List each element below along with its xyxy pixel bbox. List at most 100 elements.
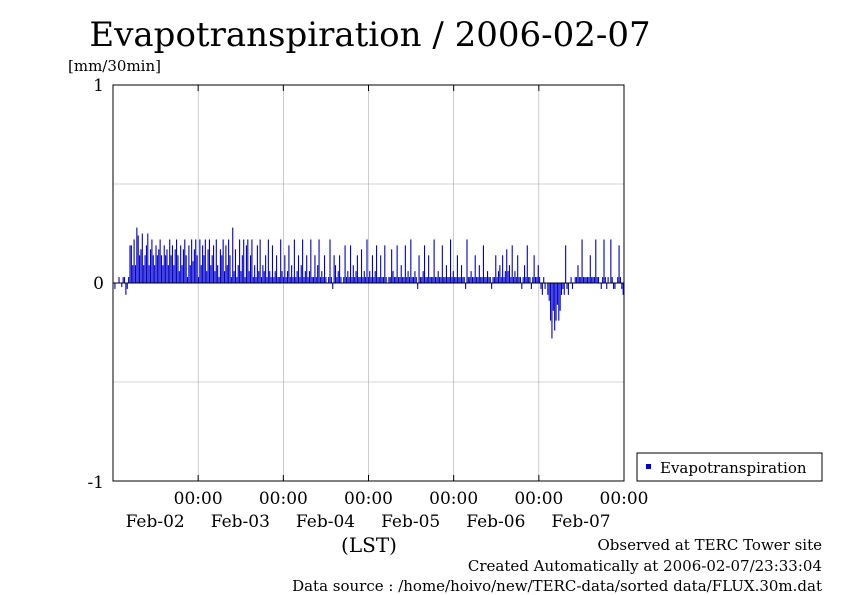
bar — [274, 271, 276, 283]
bar — [241, 255, 243, 283]
footer-created: Created Automatically at 2006-02-07/23:3… — [468, 557, 822, 575]
bar — [415, 277, 417, 283]
x-tick-date: Feb-04 — [296, 512, 355, 532]
bar — [321, 271, 323, 283]
bar — [158, 249, 160, 283]
bar — [134, 265, 137, 283]
bar — [452, 271, 454, 283]
legend: Evapotranspiration — [636, 452, 823, 482]
bar — [563, 283, 565, 295]
bar — [485, 277, 487, 283]
bar — [417, 283, 419, 289]
bar — [384, 245, 386, 283]
bar — [223, 271, 226, 283]
bar — [614, 283, 616, 289]
bar — [188, 245, 190, 283]
bar — [443, 277, 445, 283]
bar — [197, 277, 200, 283]
bar — [502, 255, 504, 283]
bar — [465, 283, 467, 289]
bar — [600, 283, 602, 289]
bar — [170, 255, 172, 283]
bar — [270, 277, 272, 283]
bar — [271, 245, 274, 283]
bar — [533, 255, 535, 283]
bar — [356, 255, 358, 283]
bar — [410, 239, 412, 283]
bar — [130, 245, 132, 283]
bar — [286, 271, 289, 283]
bar — [606, 283, 608, 289]
bar — [180, 245, 182, 283]
bar — [325, 277, 327, 283]
bar — [511, 245, 513, 283]
bar — [555, 283, 557, 321]
bar — [381, 277, 383, 283]
bar — [177, 255, 179, 283]
bar — [423, 245, 426, 283]
legend-label: Evapotranspiration — [660, 459, 807, 477]
bar — [159, 239, 161, 283]
bar — [617, 277, 619, 283]
bar — [565, 245, 567, 283]
bar — [358, 277, 360, 283]
bar — [366, 239, 368, 283]
bar — [551, 283, 553, 339]
bar — [133, 239, 135, 283]
bar — [421, 277, 423, 283]
bar — [491, 283, 493, 289]
bar — [519, 277, 521, 283]
bar — [566, 283, 568, 289]
bar — [258, 271, 260, 283]
bar — [414, 271, 416, 283]
bar — [114, 283, 116, 289]
bar — [300, 265, 302, 283]
bar — [136, 227, 138, 283]
bar — [195, 239, 197, 283]
bar — [295, 277, 297, 283]
bar — [570, 277, 572, 283]
legend-swatch — [646, 464, 651, 469]
bar — [413, 277, 415, 283]
bar — [433, 239, 435, 283]
bar — [582, 277, 584, 283]
bar — [523, 265, 526, 283]
bar — [466, 239, 468, 283]
bar — [181, 265, 183, 283]
bar — [284, 255, 286, 283]
bar — [500, 277, 502, 283]
bar — [470, 271, 472, 283]
bar — [591, 277, 593, 283]
x-tick-date: Feb-07 — [551, 512, 610, 532]
bar — [202, 245, 204, 283]
bar — [462, 277, 464, 283]
bar — [273, 277, 275, 283]
bar — [280, 239, 282, 283]
bar — [489, 277, 491, 283]
bar — [118, 277, 120, 283]
bar — [285, 277, 287, 283]
bar — [474, 255, 476, 283]
bar — [532, 277, 534, 283]
x-axis-ticks: 00:00 Feb-02 00:00 Feb-03 00:00 Feb-04 00:00 Fe… — [126, 85, 649, 532]
bar — [297, 255, 300, 283]
bar — [389, 277, 391, 283]
bar — [152, 255, 154, 283]
bar — [247, 239, 249, 283]
bar — [206, 271, 208, 283]
bar — [478, 265, 480, 283]
bar — [559, 283, 561, 311]
bar — [167, 265, 169, 283]
bar — [244, 277, 246, 283]
bar — [302, 239, 304, 283]
bar — [367, 277, 369, 283]
bar — [307, 277, 309, 283]
bar — [232, 227, 234, 283]
x-tick-date: Feb-03 — [211, 512, 270, 532]
bar — [204, 239, 206, 283]
bar — [585, 277, 587, 283]
bar — [469, 277, 471, 283]
bar — [408, 277, 411, 283]
bar — [350, 245, 352, 283]
bar — [196, 255, 198, 283]
